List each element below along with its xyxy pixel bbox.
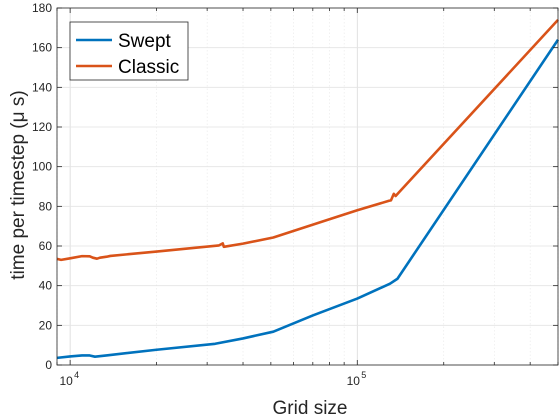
y-tick-label: 100 (32, 160, 52, 174)
y-tick-label: 180 (32, 1, 52, 15)
legend-label-swept: Swept (118, 31, 172, 52)
y-tick-label: 140 (32, 80, 52, 94)
y-tick-label: 40 (39, 279, 53, 293)
y-tick-label: 0 (45, 358, 52, 372)
y-tick-label: 60 (39, 239, 53, 253)
y-tick-label: 20 (39, 318, 53, 332)
x-tick-label: 10 (347, 374, 361, 388)
y-tick-label: 120 (32, 120, 52, 134)
x-tick-label: 10 (59, 374, 73, 388)
y-axis-title: time per timestep (μ s) (8, 90, 29, 279)
y-tick-label: 160 (32, 41, 52, 55)
y-tick-label: 80 (39, 199, 53, 213)
legend: Swept Classic (70, 22, 188, 80)
legend-label-classic: Classic (118, 57, 179, 78)
x-tick-exponent: 5 (361, 370, 366, 380)
x-axis-title: Grid size (273, 398, 348, 419)
x-tick-exponent: 4 (74, 370, 79, 380)
